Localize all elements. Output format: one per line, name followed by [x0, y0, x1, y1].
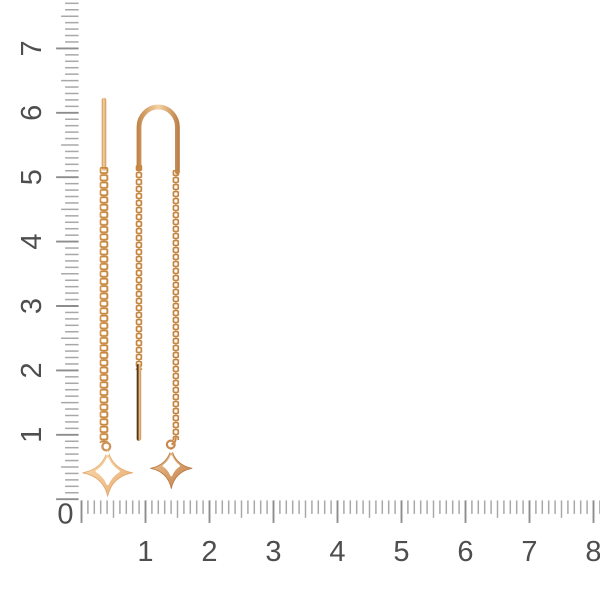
ruler-label-8: 8 [585, 536, 600, 568]
right-pendant-hole [169, 449, 173, 453]
ruler-origin-label: 0 [57, 499, 73, 531]
ruler-label-1: 1 [137, 536, 153, 568]
right-earring-back-chain [172, 170, 180, 440]
ruler-label-6: 6 [16, 105, 48, 121]
ruler-label-5: 5 [16, 169, 48, 185]
right-earring-front-chain [135, 165, 143, 370]
right-earring-jump-ring [165, 439, 176, 450]
left-pendant-hole [105, 451, 110, 456]
vertical-ruler: 1 2 3 4 5 6 7 [16, 2, 79, 501]
ruler-label-2: 2 [201, 536, 217, 568]
left-earring-chain [99, 167, 109, 443]
right-earring-threader-arch [136, 104, 180, 175]
ruler-label-3: 3 [16, 298, 48, 314]
ruler-label-7: 7 [16, 40, 48, 56]
left-earring-jump-ring [101, 441, 112, 452]
ruler-label-2: 2 [16, 362, 48, 378]
ruler-label-4: 4 [329, 536, 345, 568]
left-pendant-star-cutout [95, 457, 120, 486]
ruler-label-6: 6 [457, 536, 473, 568]
right-earring [135, 104, 193, 489]
left-earring [82, 97, 134, 497]
earrings-pair [82, 97, 193, 497]
right-pendant-star-cutout [162, 455, 180, 477]
ruler-label-3: 3 [265, 536, 281, 568]
ruler-label-7: 7 [521, 536, 537, 568]
ruler-label-5: 5 [393, 536, 409, 568]
ruler-label-1: 1 [16, 427, 48, 443]
ruler-label-4: 4 [16, 234, 48, 250]
horizontal-ruler: 1 2 3 4 5 6 7 8 [80, 500, 600, 568]
